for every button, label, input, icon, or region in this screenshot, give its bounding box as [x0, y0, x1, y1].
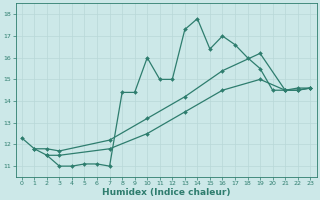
X-axis label: Humidex (Indice chaleur): Humidex (Indice chaleur): [102, 188, 230, 197]
